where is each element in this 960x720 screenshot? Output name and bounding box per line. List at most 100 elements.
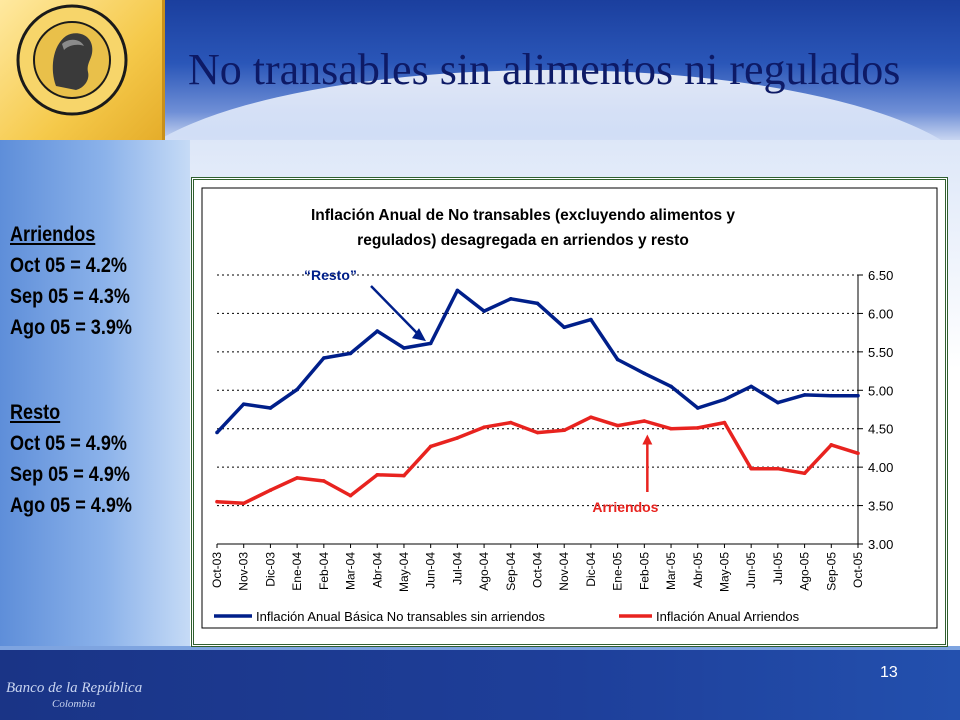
data-point	[215, 430, 219, 435]
footer-logo-subtext: Colombia	[52, 698, 96, 710]
data-point	[455, 436, 460, 440]
x-tick-label: Jun-05	[744, 552, 758, 589]
slide-number: 13	[880, 664, 898, 681]
annotation-arriendos-arrowhead	[642, 434, 653, 445]
data-point	[428, 341, 433, 346]
arriendos-line: Sep 05 = 4.3%	[10, 285, 130, 308]
x-tick-label: Oct-05	[851, 552, 865, 588]
resto-line: Ago 05 = 4.9%	[10, 494, 132, 517]
resto-line: Sep 05 = 4.9%	[10, 463, 130, 486]
footer-logo: Banco de la República Colombia	[6, 680, 142, 710]
data-point	[295, 387, 299, 392]
data-point	[642, 419, 647, 423]
annotation-resto-arrow	[370, 285, 421, 338]
x-tick-label: Oct-04	[531, 552, 545, 588]
series-line-arriendos	[216, 415, 859, 506]
resto-line: Oct 05 = 4.9%	[10, 432, 127, 455]
arriendos-heading: Arriendos	[10, 223, 96, 246]
footer-band	[0, 650, 960, 720]
arriendos-line: Oct 05 = 4.2%	[10, 254, 127, 277]
annotation-resto-label: “Resto”	[304, 267, 357, 283]
y-tick-label: 3.50	[868, 499, 893, 514]
x-tick-label: Mar-04	[344, 552, 358, 590]
x-tick-label: May-04	[397, 552, 411, 592]
y-tick-label: 6.00	[868, 306, 893, 321]
legend-label-resto: Inflación Anual Básica No transables sin…	[256, 609, 546, 624]
data-point	[695, 426, 700, 430]
legend-label-arriendos: Inflación Anual Arriendos	[656, 609, 800, 624]
data-point	[615, 423, 620, 428]
left-panel-background	[0, 140, 190, 650]
footer-logo-text: Banco de la República	[6, 680, 142, 696]
x-tick-label: Mar-05	[664, 552, 678, 590]
data-point	[482, 425, 486, 429]
data-point	[508, 297, 513, 301]
y-tick-label: 6.50	[868, 268, 893, 283]
x-tick-label: May-05	[717, 552, 731, 592]
data-point	[695, 406, 700, 410]
data-point	[669, 384, 673, 389]
resto-heading: Resto	[10, 401, 61, 424]
resto-summary: Resto Oct 05 = 4.9% Sep 05 = 4.9% Ago 05…	[10, 397, 132, 521]
data-point	[402, 346, 406, 350]
data-point	[642, 371, 647, 376]
data-point	[749, 466, 753, 471]
x-tick-label: Oct-03	[210, 552, 224, 588]
x-tick-label: Jun-04	[424, 552, 438, 589]
data-point	[508, 420, 513, 425]
data-point	[589, 317, 593, 322]
data-point	[455, 288, 460, 293]
chart-frame: Inflación Anual de No transables (excluy…	[191, 177, 948, 647]
data-point	[482, 309, 486, 313]
data-point	[295, 476, 299, 480]
series-line-resto	[215, 288, 858, 434]
annotation-resto-arrowhead	[412, 328, 426, 342]
data-point	[802, 471, 807, 476]
x-tick-label: Feb-05	[637, 552, 651, 590]
x-tick-label: Abr-04	[370, 552, 384, 588]
inflation-line-chart: Inflación Anual de No transables (excluy…	[201, 187, 938, 629]
data-point	[241, 402, 246, 406]
data-point	[615, 357, 620, 362]
x-tick-label: Nov-04	[557, 552, 571, 591]
data-point	[402, 473, 406, 478]
x-tick-label: Ago-04	[477, 552, 491, 591]
x-tick-label: Sep-05	[824, 552, 838, 591]
data-point	[535, 301, 540, 306]
data-point	[856, 393, 860, 398]
y-tick-label: 4.00	[868, 460, 893, 475]
footer-divider	[0, 646, 960, 650]
data-point	[802, 393, 807, 397]
data-point	[722, 397, 727, 402]
y-tick-label: 5.00	[868, 383, 893, 398]
data-point	[375, 329, 380, 333]
data-point	[241, 501, 246, 506]
chart-area-border	[201, 187, 938, 629]
data-point	[776, 466, 780, 471]
data-point	[215, 499, 219, 504]
data-point	[669, 426, 673, 431]
bank-seal-logo	[16, 4, 128, 116]
y-tick-label: 3.00	[868, 537, 893, 552]
data-point	[829, 443, 834, 447]
data-point	[535, 430, 540, 435]
x-tick-label: Jul-05	[771, 552, 785, 585]
data-point	[348, 351, 353, 356]
data-point	[589, 415, 593, 419]
logo-panel	[0, 0, 165, 140]
y-tick-label: 5.50	[868, 345, 893, 360]
chart-title: Inflación Anual de No transables (excluy…	[311, 207, 735, 224]
arriendos-summary: Arriendos Oct 05 = 4.2% Sep 05 = 4.3% Ag…	[10, 219, 132, 343]
x-tick-label: Ago-05	[798, 552, 812, 591]
x-tick-label: Ene-05	[611, 552, 625, 591]
data-point	[562, 428, 567, 433]
x-tick-label: Abr-05	[691, 552, 705, 588]
data-point	[776, 400, 780, 405]
x-tick-label: Jul-04	[450, 552, 464, 585]
data-point	[856, 451, 860, 456]
data-point	[722, 420, 727, 425]
y-tick-label: 4.50	[868, 422, 893, 437]
data-point	[268, 488, 273, 493]
x-tick-label: Sep-04	[504, 552, 518, 591]
x-tick-label: Ene-04	[290, 552, 304, 591]
